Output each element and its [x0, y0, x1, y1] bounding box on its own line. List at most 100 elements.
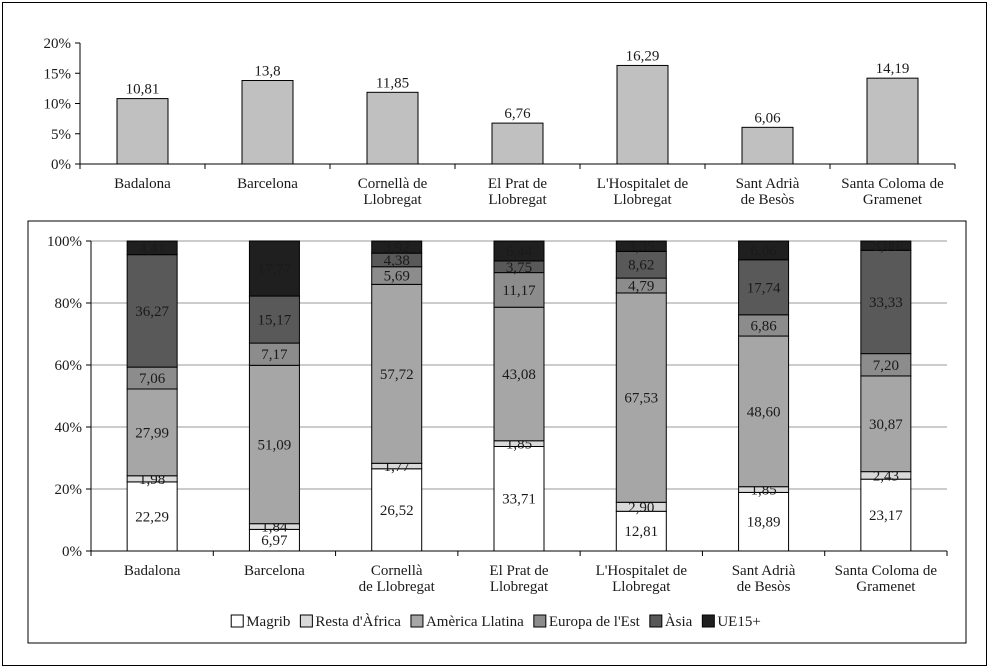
top-bar	[241, 80, 294, 165]
legend-label: Europa de l'Est	[549, 614, 641, 630]
segment-value-label: 12,81	[624, 524, 658, 540]
segment-value-label: 18,89	[747, 515, 781, 531]
top-bar	[491, 122, 544, 165]
stacked-bar-chart: 0%20%40%60%80%100%22,291,9827,997,0636,2…	[47, 234, 948, 630]
legend-swatch	[533, 614, 547, 628]
stacked-segment	[371, 283, 423, 464]
top-bar-chart: 0% 5% 10% 15% 20% 10,81 Badalona 13,8 Barcelona 1…	[44, 36, 956, 208]
stacked-chart-frame	[27, 220, 967, 644]
top-category-label: Llobregat	[613, 192, 672, 208]
segment-value-label: 3,00	[873, 239, 899, 255]
top-bar	[366, 91, 419, 165]
segment-value-label: 33,71	[502, 492, 536, 508]
stacked-segment	[860, 478, 912, 552]
stacked-category-label: Barcelona	[244, 563, 305, 579]
stacked-segment	[738, 240, 790, 261]
segment-value-label: 11,17	[502, 283, 536, 299]
segment-value-label: 15,17	[258, 313, 292, 329]
segment-value-label: 27,99	[135, 425, 169, 441]
top-bar	[741, 126, 794, 165]
segment-value-label: 26,52	[380, 503, 414, 519]
segment-value-label: 7,17	[261, 347, 288, 363]
stacked-category-label: Llobregat	[612, 579, 671, 595]
stacked-segment	[738, 335, 790, 488]
segment-value-label: 48,60	[747, 404, 781, 420]
stacked-category-label: L'Hospitalet de	[596, 563, 688, 579]
legend-swatch	[701, 614, 715, 628]
stacked-segment	[493, 272, 545, 308]
top-bar-value-label: 16,29	[626, 48, 660, 64]
top-bar-value-label: 6,06	[754, 110, 781, 126]
top-category-label: El Prat de	[488, 176, 547, 192]
top-category-label: Sant Adrià	[736, 176, 800, 192]
stacked-y-tick-label: 0%	[62, 544, 82, 560]
top-bar	[616, 64, 669, 165]
segment-value-label: 2,90	[628, 500, 654, 516]
segment-value-label: 7,06	[139, 371, 166, 387]
stacked-category-label: Badalona	[124, 563, 181, 579]
stacked-segment	[248, 295, 300, 344]
top-bar-value-label: 14,19	[876, 61, 910, 77]
legend-label: Amèrica Llatina	[426, 614, 524, 630]
segment-value-label: 17,74	[747, 280, 781, 296]
segment-value-label: 3,75	[506, 260, 532, 276]
legend-label: Resta d'Àfrica	[315, 613, 401, 630]
stacked-segment	[493, 445, 545, 552]
segment-value-label: 22,29	[135, 509, 169, 525]
segment-value-label: 6,44	[506, 244, 533, 260]
top-y-tick-label: 0%	[51, 157, 71, 173]
stacked-y-tick-label: 80%	[55, 296, 83, 312]
top-category-label: Llobregat	[363, 192, 422, 208]
top-y-tick-label: 5%	[51, 127, 71, 143]
top-category-label: Gramenet	[863, 192, 923, 208]
stacked-segment	[493, 306, 545, 442]
legend-swatch	[230, 614, 244, 628]
top-category-label: Barcelona	[237, 176, 298, 192]
stacked-y-tick-label: 40%	[55, 420, 83, 436]
stacked-segment	[860, 240, 912, 251]
top-category-label: Cornellà de	[358, 176, 428, 192]
stacked-category-label: Gramenet	[856, 579, 916, 595]
stacked-y-tick-label: 20%	[55, 482, 83, 498]
legend-label: UE15+	[717, 614, 760, 630]
legend: Magrib Resta d'Àfrica Amèrica Llatina Europ…	[230, 613, 761, 630]
stacked-category-label: Sant Adrià	[732, 563, 796, 579]
segment-value-label: 67,53	[624, 391, 658, 407]
stacked-segment	[738, 259, 790, 316]
top-bar-value-label: 6,76	[504, 106, 531, 122]
stacked-category-label: de Besòs	[737, 579, 791, 595]
stacked-category-label: El Prat de	[489, 563, 548, 579]
legend-label: Magrib	[246, 614, 290, 630]
segment-value-label: 36,27	[135, 304, 169, 320]
stacked-segment	[371, 468, 423, 552]
legend-swatch	[649, 614, 663, 628]
top-y-tick-label: 20%	[44, 36, 72, 52]
stacked-category-label: Llobregat	[490, 579, 549, 595]
segment-value-label: 51,09	[258, 437, 292, 453]
top-bar-value-label: 10,81	[126, 82, 160, 98]
top-bar-value-label: 11,85	[376, 75, 409, 91]
stacked-segment	[126, 254, 178, 368]
top-bar	[116, 98, 169, 165]
top-y-tick-label: 10%	[44, 97, 72, 113]
stacked-y-tick-label: 100%	[47, 234, 82, 250]
segment-value-label: 43,08	[502, 367, 536, 383]
stacked-category-label: Cornellà	[371, 563, 423, 579]
top-category-label: Santa Coloma de	[841, 176, 944, 192]
stacked-segment	[248, 364, 300, 525]
segment-value-label: 4,38	[384, 253, 410, 269]
top-y-tick-label: 15%	[44, 66, 72, 82]
stacked-category-label: Santa Coloma de	[835, 563, 938, 579]
stacked-segment	[493, 240, 545, 262]
stacked-segment	[126, 388, 178, 477]
stacked-category-label: de Llobregat	[359, 579, 436, 595]
segment-value-label: 7,20	[873, 358, 899, 374]
segment-value-label: 17,77	[258, 262, 292, 278]
segment-value-label: 2,43	[873, 468, 899, 484]
segment-value-label: 30,87	[869, 417, 903, 433]
legend-label: Àsia	[665, 613, 693, 630]
segment-value-label: 6,97	[261, 533, 288, 549]
segment-value-label: 8,62	[628, 258, 654, 274]
segment-value-label: 57,72	[380, 367, 414, 383]
